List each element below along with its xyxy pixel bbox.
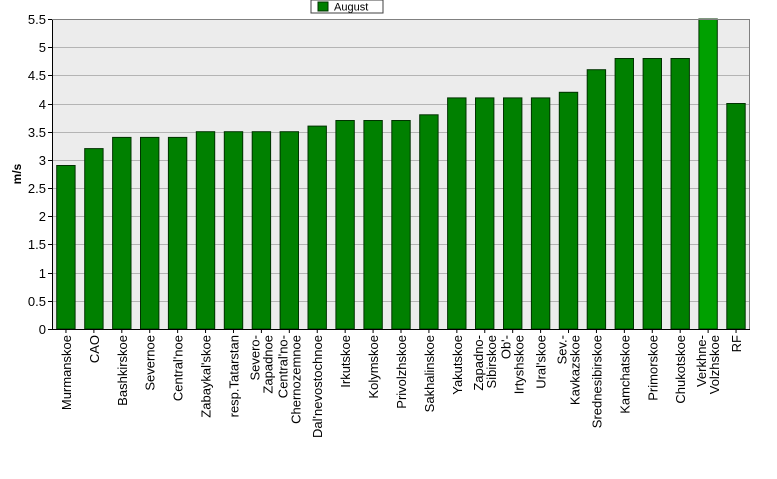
bar bbox=[614, 58, 634, 330]
bar bbox=[195, 131, 216, 330]
legend-label: August bbox=[334, 2, 368, 14]
axes bbox=[48, 19, 750, 333]
bar bbox=[251, 131, 272, 330]
x-tick-label: Privolzhskoe bbox=[394, 335, 409, 409]
x-tick-label: Dal'nevostochnoe bbox=[310, 335, 325, 438]
bar bbox=[558, 91, 579, 330]
bar bbox=[475, 97, 495, 330]
x-tick-label: Sakhalinskoe bbox=[422, 335, 437, 412]
legend-swatch bbox=[317, 1, 329, 12]
bar bbox=[586, 69, 607, 330]
x-tick-label: RF bbox=[729, 335, 744, 352]
y-tick-label: 5 bbox=[39, 40, 46, 55]
x-tick-label: Bashkirskoe bbox=[115, 335, 130, 406]
bar bbox=[419, 114, 439, 330]
y-tick-label: 2 bbox=[39, 209, 46, 224]
bar bbox=[112, 136, 132, 330]
x-tick-label: Yakutskoe bbox=[450, 335, 465, 395]
bar bbox=[391, 120, 411, 330]
y-tick-label: 1 bbox=[39, 266, 46, 281]
x-tick-label: Severnoe bbox=[143, 335, 158, 391]
bar bbox=[335, 120, 355, 330]
bar bbox=[726, 103, 746, 330]
y-tick-label: 4.5 bbox=[28, 68, 46, 83]
bar bbox=[307, 125, 327, 330]
x-tick-label: Zapadno-Sibirskoe bbox=[471, 335, 499, 391]
x-tick-label: Irkutskoe bbox=[338, 335, 353, 388]
y-tick-label: 5.5 bbox=[28, 12, 46, 27]
y-tick-label: 0 bbox=[39, 322, 46, 337]
legend-box bbox=[310, 0, 384, 14]
bar bbox=[56, 165, 76, 330]
x-tick-label: resp.Tatarstan bbox=[226, 335, 241, 417]
x-tick-label: Kolymskoe bbox=[366, 335, 381, 399]
y-tick-label: 1.5 bbox=[28, 237, 46, 252]
bar bbox=[167, 136, 188, 330]
y-tick-label: 0.5 bbox=[28, 294, 46, 309]
bar bbox=[223, 131, 244, 330]
x-tick-label: Severo-Zapadnoe bbox=[247, 335, 275, 394]
y-tick-label: 4 bbox=[39, 97, 46, 112]
x-tick-label: Kamchatskoe bbox=[617, 335, 632, 414]
bar bbox=[447, 97, 467, 330]
x-tick-label: Central'no-Chernozemnoe bbox=[275, 335, 303, 424]
y-tick-labels: 0 0.5 1 1.5 2 2.5 3 3.5 4 4.5 5 5.5 bbox=[28, 12, 46, 337]
y-tick-label: 3.5 bbox=[28, 125, 46, 140]
x-tick-label: Primorskoe bbox=[645, 335, 660, 401]
y-tick-label: 2.5 bbox=[28, 181, 46, 196]
y-tick-label: 3 bbox=[39, 153, 46, 168]
x-tick-label: Ob'-Irtyshskoe bbox=[499, 335, 527, 394]
bar bbox=[503, 97, 523, 330]
y-axis-label: m/s bbox=[10, 163, 24, 184]
bar bbox=[670, 58, 690, 330]
bar bbox=[642, 58, 662, 330]
bar bbox=[530, 97, 551, 330]
bar bbox=[84, 148, 104, 330]
x-tick-label: Chukotskoe bbox=[673, 335, 688, 404]
x-tick-label: Central'noe bbox=[171, 335, 186, 401]
x-tick-label: Verkhne-Volzhskoe bbox=[694, 335, 722, 394]
x-tick-label: Srednesibirskoe bbox=[589, 335, 604, 428]
x-tick-label: Zabaykal'skoe bbox=[199, 335, 214, 418]
x-tick-labels: Murmanskoe CAO Bashkirskoe Severnoe Central'… bbox=[59, 335, 744, 438]
x-tick-label: CAO bbox=[87, 335, 102, 363]
x-tick-label: Ural'skoe bbox=[534, 335, 549, 389]
bar bbox=[698, 18, 718, 330]
bar bbox=[363, 120, 383, 330]
bar bbox=[279, 131, 300, 330]
x-tick-label: Murmanskoe bbox=[59, 335, 74, 410]
x-tick-label: Sev.-Kavkazskoe bbox=[555, 335, 583, 405]
legend: August bbox=[310, 0, 384, 14]
bar bbox=[140, 136, 160, 330]
